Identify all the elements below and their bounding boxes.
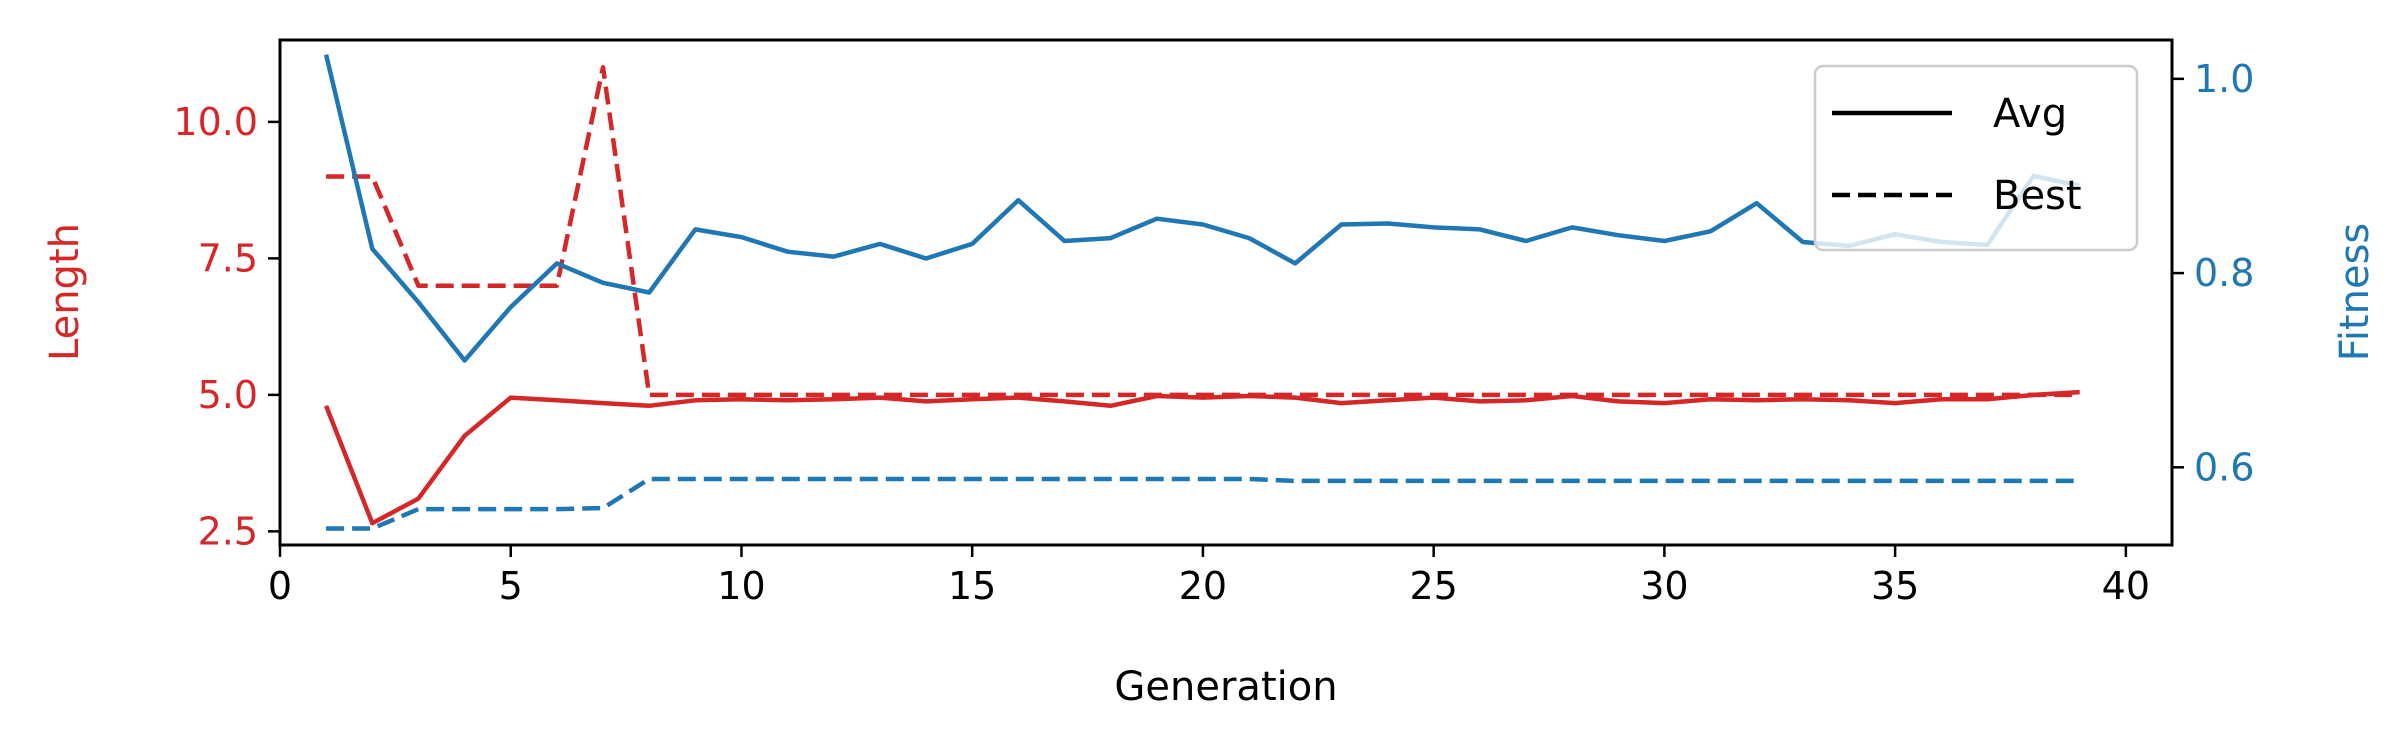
left-y-axis: 2.5 5.0 7.5 10.0 bbox=[173, 100, 280, 553]
right-y-axis: 0.6 0.8 1.0 bbox=[2172, 57, 2254, 489]
legend-avg-label: Avg bbox=[1993, 91, 2067, 137]
x-tick-label: 35 bbox=[1871, 564, 1919, 608]
x-tick-label: 40 bbox=[2102, 564, 2150, 608]
right-y-tick-label: 1.0 bbox=[2194, 57, 2254, 101]
length-avg-line bbox=[324, 389, 2080, 526]
left-y-tick-label: 2.5 bbox=[198, 509, 258, 553]
x-tick-label: 15 bbox=[948, 564, 996, 608]
legend-best-label: Best bbox=[1993, 173, 2082, 219]
fitness-avg-line bbox=[323, 54, 2081, 363]
right-y-tick-label: 0.8 bbox=[2194, 251, 2254, 295]
x-axis: 0 5 10 15 20 25 30 35 40 bbox=[268, 545, 2150, 608]
x-tick-label: 20 bbox=[1179, 564, 1227, 608]
left-y-tick-label: 7.5 bbox=[198, 236, 258, 280]
legend-box bbox=[1813, 64, 2139, 252]
legend: Avg Best bbox=[1813, 64, 2139, 252]
x-axis-title: Generation bbox=[1114, 664, 1337, 710]
x-tick-label: 25 bbox=[1409, 564, 1457, 608]
x-tick-label: 10 bbox=[717, 564, 765, 608]
plot-frame bbox=[278, 38, 2174, 547]
right-y-tick-label: 0.6 bbox=[2194, 445, 2254, 489]
left-y-tick-label: 10.0 bbox=[173, 100, 258, 144]
x-tick-label: 30 bbox=[1640, 564, 1688, 608]
left-y-tick-label: 5.0 bbox=[198, 373, 258, 417]
left-y-axis-title: Length bbox=[42, 223, 88, 361]
x-tick-label: 5 bbox=[499, 564, 523, 608]
series-layer bbox=[323, 54, 2081, 531]
length-best-line bbox=[326, 65, 2080, 398]
x-tick-label: 0 bbox=[268, 564, 292, 608]
right-y-axis-title: Fitness bbox=[2332, 223, 2378, 362]
fitness-best-line bbox=[326, 476, 2080, 531]
